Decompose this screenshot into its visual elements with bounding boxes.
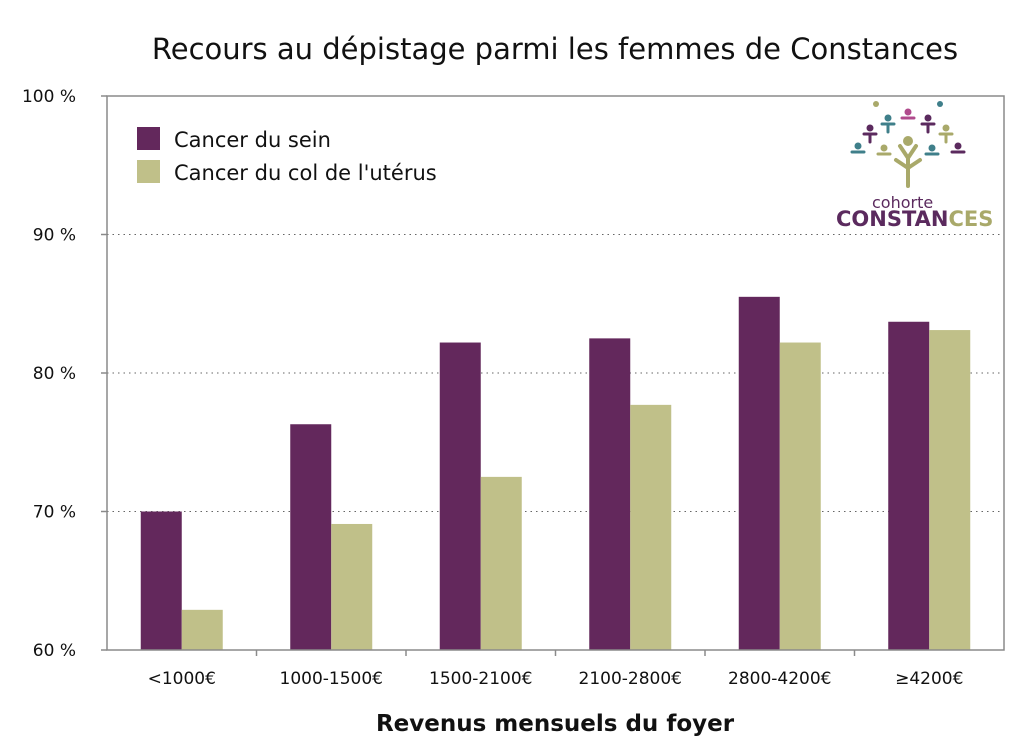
- bar-cancer-sein: [439, 342, 481, 650]
- logo-text-constances: CONSTANCES: [836, 207, 993, 231]
- x-tick-label: 2100-2800€: [579, 669, 682, 689]
- bar-cancer-sein: [738, 296, 780, 650]
- x-tick-label: <1000€: [148, 669, 216, 689]
- bar-cancer-sein: [888, 321, 930, 650]
- x-tick-label: ≥4200€: [895, 669, 963, 689]
- plot-frame: [106, 95, 1005, 651]
- tree-of-people-icon: [850, 101, 966, 188]
- logo-text-cohorte: cohorte: [872, 193, 933, 212]
- y-tick-label: 100 %: [22, 87, 76, 107]
- bar-cancer-col-uterus: [480, 476, 522, 650]
- x-tick-label: 2800-4200€: [728, 669, 831, 689]
- gridlines: [107, 234, 1004, 512]
- x-tick-label: 1500-2100€: [429, 669, 532, 689]
- bar-cancer-col-uterus: [779, 342, 821, 650]
- legend: Cancer du sein Cancer du col de l'utérus: [137, 127, 437, 185]
- legend-swatch-cancer-col-uterus: [137, 160, 160, 183]
- y-tick-label: 70 %: [33, 503, 76, 523]
- bar-cancer-col-uterus: [630, 404, 672, 650]
- bar-cancer-col-uterus: [929, 330, 971, 650]
- y-tick-label: 90 %: [33, 226, 76, 246]
- legend-label-cancer-sein: Cancer du sein: [174, 128, 331, 152]
- bar-cancer-sein: [290, 424, 332, 650]
- bar-cancer-sein: [589, 338, 631, 650]
- chart-title: Recours au dépistage parmi les femmes de…: [152, 32, 958, 66]
- bar-cancer-col-uterus: [331, 523, 373, 650]
- x-axis: <1000€ 1000-1500€ 1500-2100€ 2100-2800€ 2800…: [148, 650, 963, 689]
- legend-swatch-cancer-sein: [137, 127, 160, 150]
- cohorte-constances-logo: cohorte CONSTANCES: [836, 101, 993, 231]
- bars: [140, 296, 971, 650]
- bar-cancer-sein: [140, 511, 182, 650]
- legend-label-cancer-col-uterus: Cancer du col de l'utérus: [174, 161, 437, 185]
- x-tick-label: 1000-1500€: [280, 669, 383, 689]
- bar-cancer-col-uterus: [181, 609, 223, 650]
- y-tick-label: 80 %: [33, 364, 76, 384]
- x-axis-label: Revenus mensuels du foyer: [376, 711, 735, 737]
- y-tick-label: 60 %: [33, 641, 76, 661]
- y-axis: 60 % 70 % 80 % 90 % 100 %: [22, 87, 107, 661]
